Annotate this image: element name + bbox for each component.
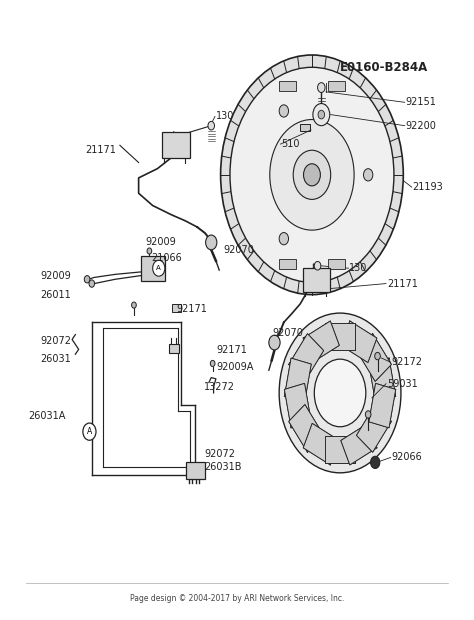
Text: 92009: 92009 — [40, 271, 71, 281]
Text: A: A — [156, 265, 161, 271]
Polygon shape — [356, 334, 392, 381]
Circle shape — [270, 120, 354, 230]
Text: Page design © 2004-2017 by ARI Network Services, Inc.: Page design © 2004-2017 by ARI Network S… — [130, 595, 344, 603]
Text: 21193: 21193 — [413, 182, 443, 192]
Polygon shape — [356, 405, 392, 452]
Bar — [279, 259, 296, 268]
Bar — [173, 304, 181, 312]
Text: 13272: 13272 — [204, 382, 235, 392]
Bar — [141, 256, 165, 280]
Text: 21171: 21171 — [387, 278, 418, 288]
Circle shape — [153, 260, 165, 276]
Text: 130: 130 — [349, 264, 368, 273]
Polygon shape — [284, 383, 311, 428]
Circle shape — [375, 352, 380, 360]
Polygon shape — [303, 423, 339, 465]
Text: 21066: 21066 — [152, 253, 182, 263]
Polygon shape — [284, 358, 311, 402]
Circle shape — [371, 456, 380, 469]
Circle shape — [89, 280, 95, 287]
Text: 92200: 92200 — [406, 121, 437, 131]
Bar — [328, 259, 345, 268]
Circle shape — [230, 68, 394, 282]
Text: 92072: 92072 — [40, 335, 71, 346]
Polygon shape — [369, 383, 396, 428]
Text: 59031: 59031 — [387, 379, 418, 389]
Circle shape — [132, 302, 137, 308]
Text: A: A — [87, 427, 92, 436]
Text: 510: 510 — [282, 139, 300, 149]
Bar — [279, 81, 296, 91]
Text: 26031A: 26031A — [28, 410, 66, 421]
Polygon shape — [325, 322, 355, 350]
Polygon shape — [303, 321, 339, 363]
Polygon shape — [369, 358, 396, 402]
Text: 92171: 92171 — [176, 304, 207, 314]
Text: 92009A: 92009A — [216, 361, 253, 371]
Text: 92151: 92151 — [406, 97, 437, 107]
Circle shape — [279, 232, 289, 245]
Circle shape — [208, 122, 215, 130]
Circle shape — [279, 105, 289, 117]
Circle shape — [318, 82, 325, 92]
Circle shape — [269, 335, 280, 350]
Bar — [162, 132, 190, 157]
Text: 92009: 92009 — [146, 237, 176, 247]
Text: E0160-B284A: E0160-B284A — [340, 61, 428, 74]
Text: 92066: 92066 — [392, 453, 422, 463]
Text: 92070: 92070 — [223, 246, 254, 255]
Circle shape — [147, 248, 152, 254]
Bar — [169, 344, 179, 353]
Circle shape — [314, 262, 321, 270]
Circle shape — [318, 110, 325, 119]
Circle shape — [210, 360, 215, 366]
Text: 26031B: 26031B — [204, 462, 242, 472]
Text: 21171: 21171 — [85, 145, 116, 155]
Polygon shape — [289, 405, 324, 452]
Polygon shape — [341, 321, 377, 363]
Text: 92072: 92072 — [204, 450, 235, 459]
Circle shape — [303, 164, 320, 186]
Polygon shape — [325, 436, 355, 463]
Bar — [186, 462, 205, 479]
Circle shape — [314, 359, 366, 427]
Bar — [302, 268, 330, 291]
Circle shape — [365, 411, 371, 418]
Text: 92070: 92070 — [272, 328, 303, 338]
Circle shape — [206, 235, 217, 250]
Circle shape — [279, 313, 401, 473]
Circle shape — [293, 150, 331, 200]
Text: 130: 130 — [216, 112, 234, 122]
Polygon shape — [341, 423, 377, 465]
Circle shape — [220, 55, 403, 294]
Polygon shape — [289, 334, 324, 381]
Bar — [328, 81, 345, 91]
Bar — [300, 125, 310, 131]
Text: 26011: 26011 — [40, 290, 71, 299]
Circle shape — [83, 423, 96, 440]
Circle shape — [364, 169, 373, 181]
Text: 26031: 26031 — [40, 354, 71, 364]
Circle shape — [313, 104, 330, 126]
Circle shape — [84, 276, 90, 283]
Text: 92171: 92171 — [216, 345, 247, 355]
Text: 92172: 92172 — [392, 357, 423, 367]
